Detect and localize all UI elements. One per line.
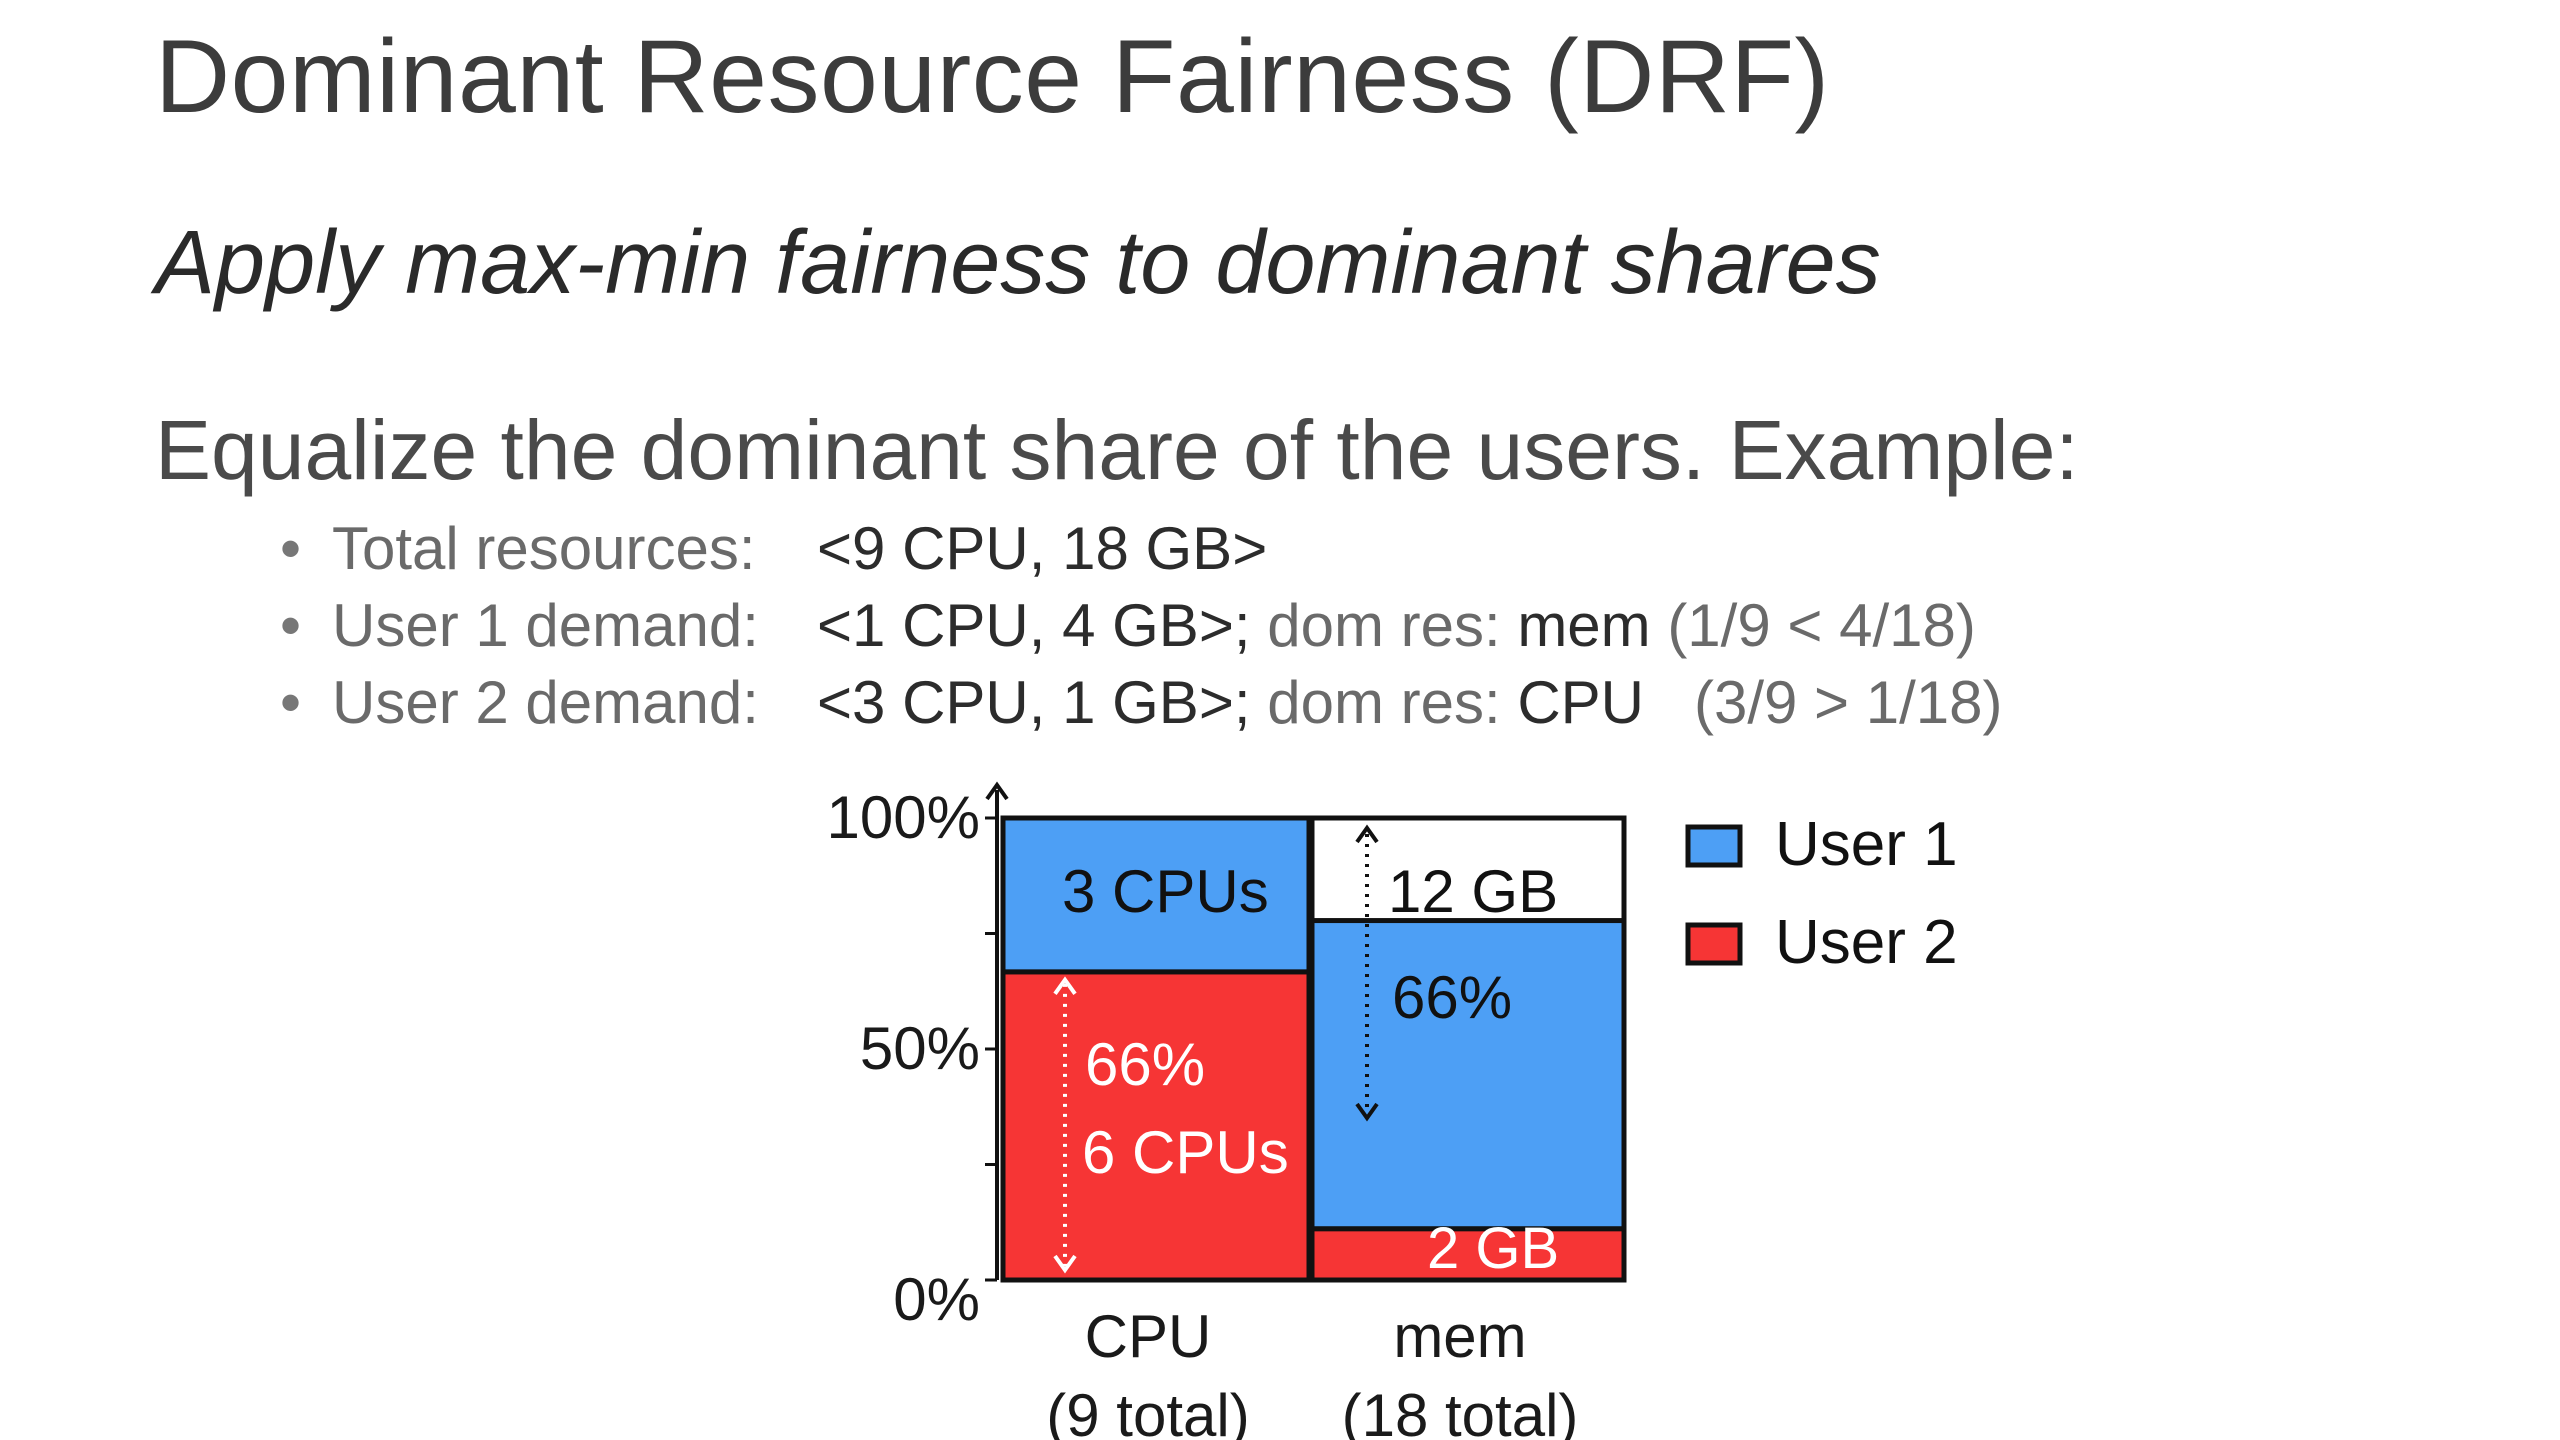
x-category-label: CPU (1085, 1303, 1212, 1370)
arrow-down-icon (1053, 1254, 1077, 1274)
bullet-user1-demand: • User 1 demand: <1 CPU, 4 GB>; dom res: m… (280, 587, 2003, 664)
bullet-label: User 2 demand: (332, 669, 759, 736)
x-category-sublabel: (9 total) (1046, 1382, 1249, 1440)
legend-label: User 2 (1775, 908, 1958, 977)
bar-label-user1-mem-percent: 66% (1392, 964, 1512, 1031)
slide-title: Dominant Resource Fairness (DRF) (155, 19, 1830, 135)
x-category-label: mem (1393, 1303, 1526, 1370)
bullet-value: <9 CPU, 18 GB> (817, 515, 1268, 582)
bullet-value: <1 CPU, 4 GB>; (817, 592, 1251, 659)
bullet-dot-icon: • (280, 669, 302, 736)
dom-res-value: CPU (1517, 669, 1644, 736)
y-tick-label: 100% (827, 784, 980, 851)
bullet-label: User 1 demand: (332, 592, 759, 659)
bar-label-user1-mem: 12 GB (1388, 858, 1558, 925)
dom-res-note: (1/9 < 4/18) (1667, 592, 1976, 659)
slide-subtitle: Apply max-min fairness to dominant share… (155, 213, 1881, 313)
legend-swatch-user-2 (1685, 922, 1743, 966)
bullet-total-resources: • Total resources: <9 CPU, 18 GB> (280, 510, 2003, 587)
dom-res-label: dom res: (1267, 592, 1501, 659)
bar-user-1-cpu (1000, 815, 1312, 975)
bar-user-2-cpu (1000, 969, 1312, 1283)
bullet-label: Total resources: (332, 515, 756, 582)
y-tick-label: 0% (893, 1266, 980, 1333)
x-category-sublabel: (18 total) (1342, 1382, 1579, 1440)
y-axis-arrow-icon (985, 781, 1009, 801)
bullet-dot-icon: • (280, 592, 302, 659)
arrow-up-icon (1355, 824, 1379, 844)
bar-label-user2-cpu-percent: 66% (1085, 1031, 1205, 1098)
arrow-down-icon (1355, 1102, 1379, 1122)
bar-user-2-mem (1309, 1226, 1627, 1283)
bar-user-1-mem (1309, 918, 1627, 1232)
bullet-list: • Total resources: <9 CPU, 18 GB> • User 1 … (280, 510, 2003, 741)
bar-label-user1-cpu: 3 CPUs (1062, 858, 1269, 925)
legend-swatch-user-1 (1685, 824, 1743, 868)
dom-res-label: dom res: (1267, 669, 1501, 736)
bar-label-user2-cpu-count: 6 CPUs (1082, 1119, 1289, 1186)
dom-res-note: (3/9 > 1/18) (1694, 669, 2003, 736)
y-tick-label: 50% (860, 1015, 980, 1082)
arrow-up-icon (1053, 976, 1077, 996)
bullet-dot-icon: • (280, 515, 302, 582)
legend-label: User 1 (1775, 810, 1958, 879)
dom-res-value: mem (1517, 592, 1651, 659)
bullet-user2-demand: • User 2 demand: <3 CPU, 1 GB>; dom res: C… (280, 664, 2003, 741)
intro-text: Equalize the dominant share of the users… (155, 403, 2079, 497)
bullet-value: <3 CPU, 1 GB>; (817, 669, 1251, 736)
bar-label-user2-mem: 2 GB (1427, 1216, 1559, 1281)
